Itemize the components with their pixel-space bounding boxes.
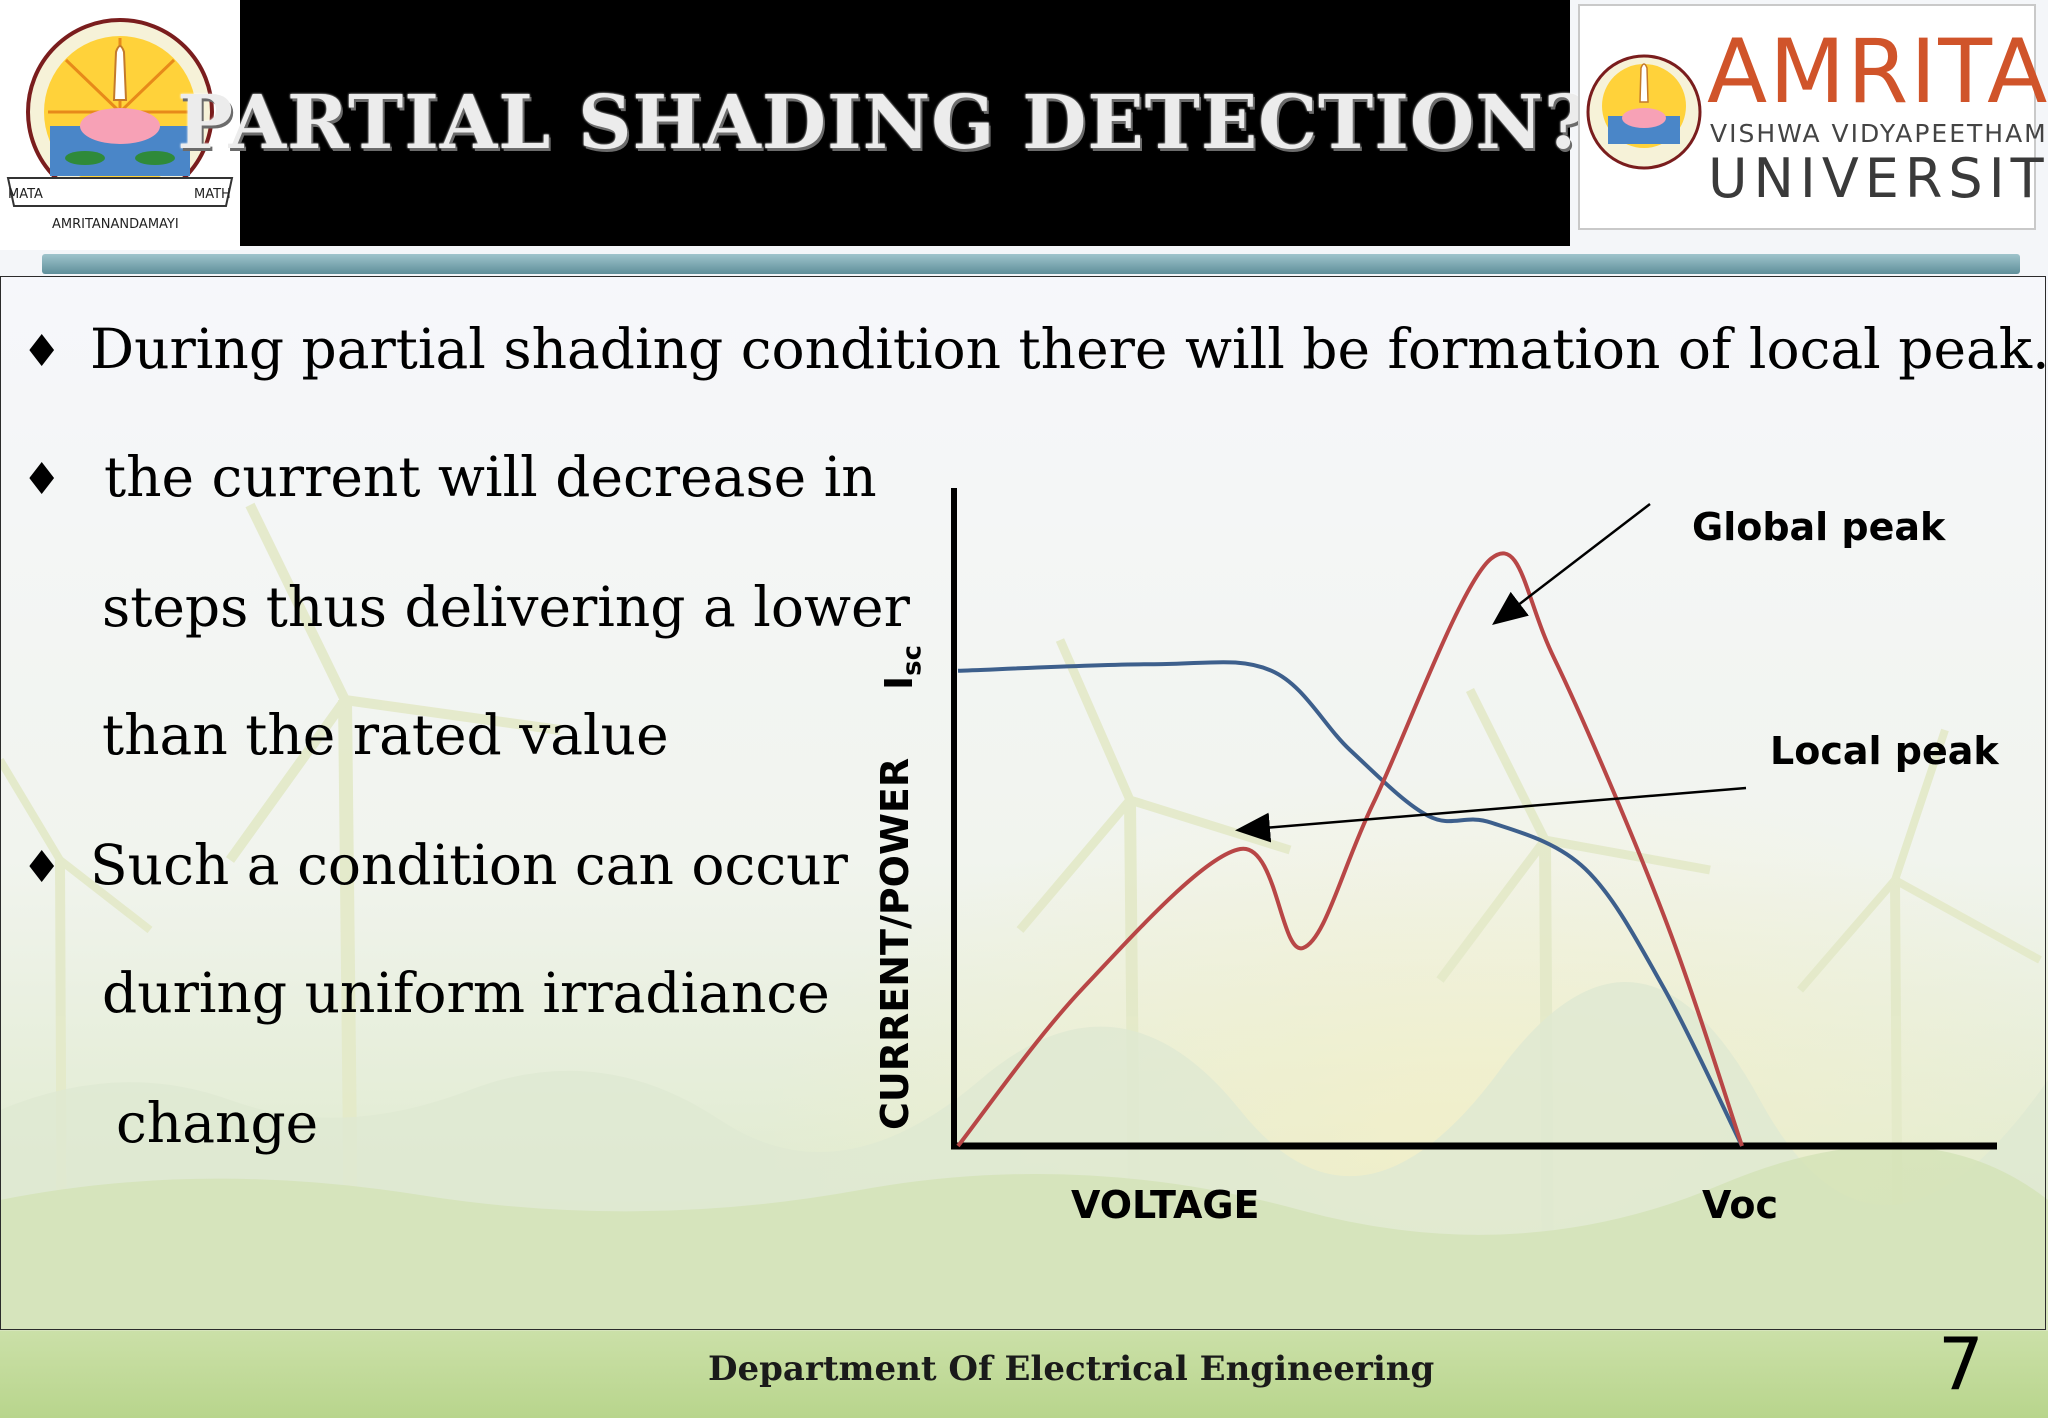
bullet-1-line-1: During partial shading condition there w… — [90, 317, 2048, 381]
isc-main: I — [877, 675, 921, 690]
bullet-3-line-1: Such a condition can occur — [90, 833, 848, 897]
svg-text:MATH: MATH — [194, 187, 231, 202]
slide-title: PARTIAL SHADING DETECTION?? — [177, 80, 1633, 166]
bullet-2-line-3: than the rated value — [102, 703, 669, 767]
voc-tick-label: Voc — [1702, 1183, 1778, 1227]
seal-emblem-icon: MATA AMRITANANDAMAYI MATH — [6, 18, 234, 232]
bullet-3-line-2: during uniform irradiance — [102, 961, 830, 1025]
logo-subtitle: VISHWA VIDYAPEETHAM — [1710, 119, 2048, 148]
bullet-2-line-1: the current will decrease in — [104, 445, 877, 509]
global-peak-label: Global peak — [1692, 505, 1946, 549]
amrita-emblem-icon — [1586, 54, 1702, 170]
amrita-university-logo: AMRITA VISHWA VIDYAPEETHAM UNIVERSITY — [1578, 4, 2048, 230]
content-frame — [0, 276, 2046, 1330]
bullet-icon: ♦ — [22, 454, 62, 505]
svg-text:AMRITANANDAMAYI: AMRITANANDAMAYI — [52, 217, 179, 232]
x-axis-label: VOLTAGE — [1071, 1183, 1260, 1227]
isc-subscript: sc — [897, 644, 928, 676]
bullet-3-line-3: change — [116, 1091, 319, 1155]
left-institution-seal: MATA AMRITANANDAMAYI MATH — [0, 0, 240, 250]
page-number: 7 — [1938, 1322, 1984, 1406]
footer-bar — [0, 1331, 2048, 1418]
logo-university: UNIVERSITY — [1708, 147, 2048, 210]
y-axis-label: CURRENT/POWER — [873, 757, 917, 1130]
isc-tick-label: Isc — [877, 644, 928, 690]
bullet-icon: ♦ — [22, 326, 62, 377]
logo-wordmark: AMRITA — [1707, 20, 2048, 123]
bullet-2-line-2: steps thus delivering a lower — [102, 575, 910, 639]
header-divider — [42, 254, 2020, 274]
bullet-icon: ♦ — [22, 842, 62, 893]
footer-department: Department Of Electrical Engineering — [708, 1349, 1435, 1389]
svg-text:MATA: MATA — [8, 187, 43, 202]
local-peak-label: Local peak — [1770, 729, 1999, 773]
title-bar: PARTIAL SHADING DETECTION?? — [177, 0, 1632, 246]
